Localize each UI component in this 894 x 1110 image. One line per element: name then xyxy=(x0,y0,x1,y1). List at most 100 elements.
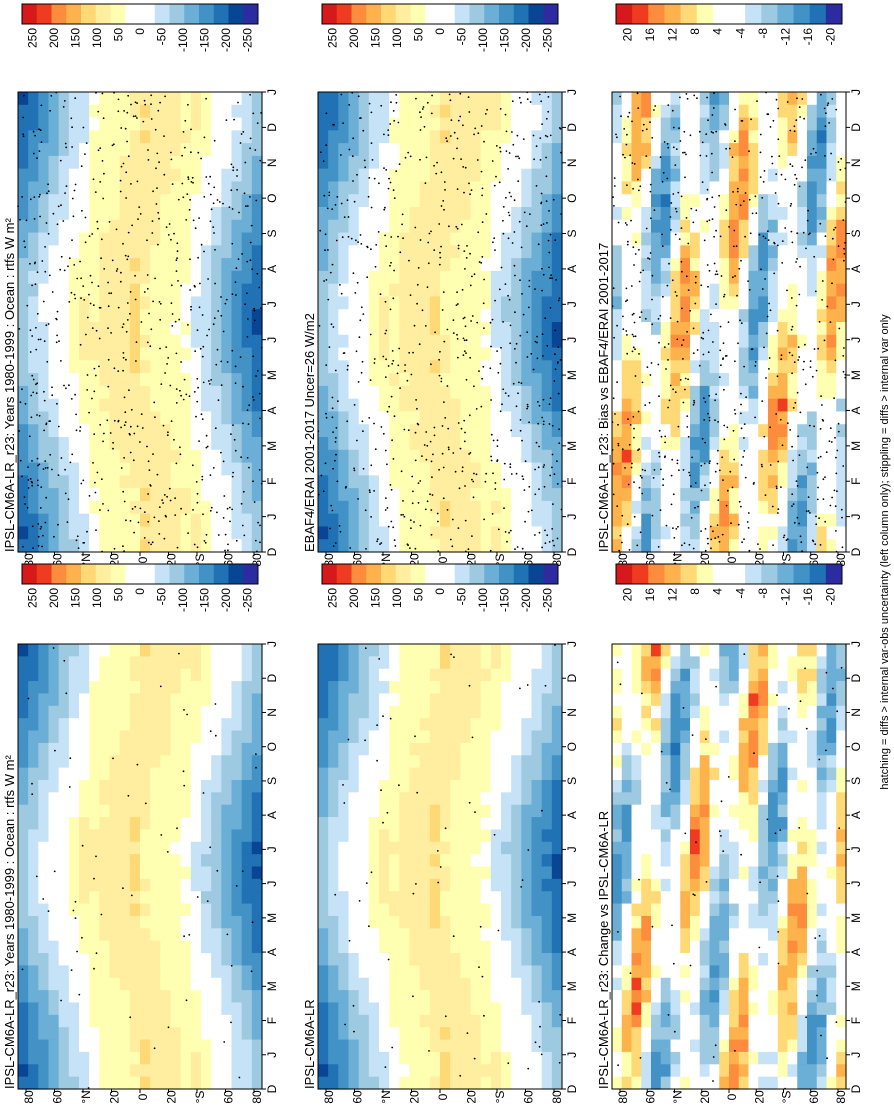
field-cell xyxy=(110,194,121,207)
stipple-dot xyxy=(526,225,528,227)
stipple-dot xyxy=(30,478,32,480)
field-cell xyxy=(191,437,202,450)
stipple-dot xyxy=(99,147,101,149)
stipple-dot xyxy=(163,135,165,137)
field-cell xyxy=(389,644,400,657)
field-cell xyxy=(450,693,461,706)
field-cell xyxy=(140,386,151,399)
field-cell xyxy=(379,233,390,246)
stipple-dot xyxy=(60,204,62,206)
field-cell xyxy=(150,437,161,450)
field-cell xyxy=(211,284,222,297)
stipple-dot xyxy=(455,226,457,228)
field-cell xyxy=(338,450,349,463)
field-cell xyxy=(450,706,461,719)
stipple-dot xyxy=(457,303,459,305)
field-cell xyxy=(491,644,502,657)
stipple-dot xyxy=(213,232,215,234)
field-cell xyxy=(130,271,141,284)
stipple-dot xyxy=(227,934,229,936)
field-cell xyxy=(211,169,222,182)
field-cell xyxy=(69,1052,80,1065)
field-cell xyxy=(410,693,421,706)
field-cell xyxy=(521,245,532,258)
stipple-dot xyxy=(505,392,507,394)
field-cell xyxy=(38,411,49,424)
stipple-dot xyxy=(415,399,417,401)
field-cell xyxy=(440,829,451,842)
field-cell xyxy=(491,169,502,182)
field-cell xyxy=(69,156,80,169)
field-cell xyxy=(59,656,70,669)
stipple-dot xyxy=(534,534,536,536)
field-cell xyxy=(59,1040,70,1053)
lat-label: °S xyxy=(193,1091,207,1104)
field-cell xyxy=(460,891,471,904)
field-cell xyxy=(460,867,471,880)
field-cell xyxy=(471,916,482,929)
field-cell xyxy=(59,156,70,169)
field-cell xyxy=(420,693,431,706)
field-cell xyxy=(511,475,522,488)
field-cell xyxy=(481,309,492,322)
stipple-dot xyxy=(220,315,222,317)
field-cell xyxy=(232,953,243,966)
field-cell xyxy=(171,501,182,514)
stipple-dot xyxy=(49,110,51,112)
stipple-dot xyxy=(65,147,67,149)
field-cell xyxy=(120,867,131,880)
field-cell xyxy=(450,1002,461,1015)
stipple-dot xyxy=(248,404,250,406)
field-cell xyxy=(440,169,451,182)
field-cell xyxy=(338,258,349,271)
field-cell xyxy=(59,953,70,966)
field-cell xyxy=(69,322,80,335)
stipple-dot xyxy=(408,429,410,431)
stipple-dot xyxy=(85,217,87,219)
field-cell xyxy=(160,1002,171,1015)
stipple-dot xyxy=(37,484,39,486)
field-cell xyxy=(49,501,60,514)
field-cell xyxy=(552,143,563,156)
stipple-dot xyxy=(439,351,441,353)
stipple-dot xyxy=(517,156,519,158)
field-cell xyxy=(242,463,253,476)
field-cell xyxy=(120,258,131,271)
field-cell xyxy=(410,755,421,768)
field-cell xyxy=(252,220,263,233)
field-cell xyxy=(232,990,243,1003)
colorbar-label: -50 xyxy=(154,588,168,606)
field-cell xyxy=(460,768,471,781)
field-cell xyxy=(491,539,502,552)
stipple-dot xyxy=(534,493,536,495)
field-cell xyxy=(99,978,110,991)
field-cell xyxy=(221,296,232,309)
stipple-dot xyxy=(127,795,129,797)
field-cell xyxy=(140,718,151,731)
stipple-dot xyxy=(430,231,432,233)
field-cell xyxy=(201,718,212,731)
field-cell xyxy=(521,118,532,131)
month-label: D xyxy=(565,123,579,132)
stipple-dot xyxy=(46,361,48,363)
field-cell xyxy=(369,463,380,476)
field-cell xyxy=(211,644,222,657)
field-cell xyxy=(140,296,151,309)
field-cell xyxy=(38,156,49,169)
field-cell xyxy=(181,169,192,182)
stipple-dot xyxy=(247,205,249,207)
stipple-dot xyxy=(201,476,203,478)
field-cell xyxy=(242,916,253,929)
stipple-dot xyxy=(408,260,410,262)
field-cell xyxy=(542,437,553,450)
field-cell xyxy=(521,309,532,322)
stipple-dot xyxy=(219,201,221,203)
colorbar-swatch xyxy=(52,564,67,584)
colorbar-swatch xyxy=(81,564,96,584)
field-cell xyxy=(379,514,390,527)
stipple-dot xyxy=(203,382,205,384)
stipple-dot xyxy=(470,452,472,454)
field-cell xyxy=(211,233,222,246)
stipple-dot xyxy=(176,402,178,404)
